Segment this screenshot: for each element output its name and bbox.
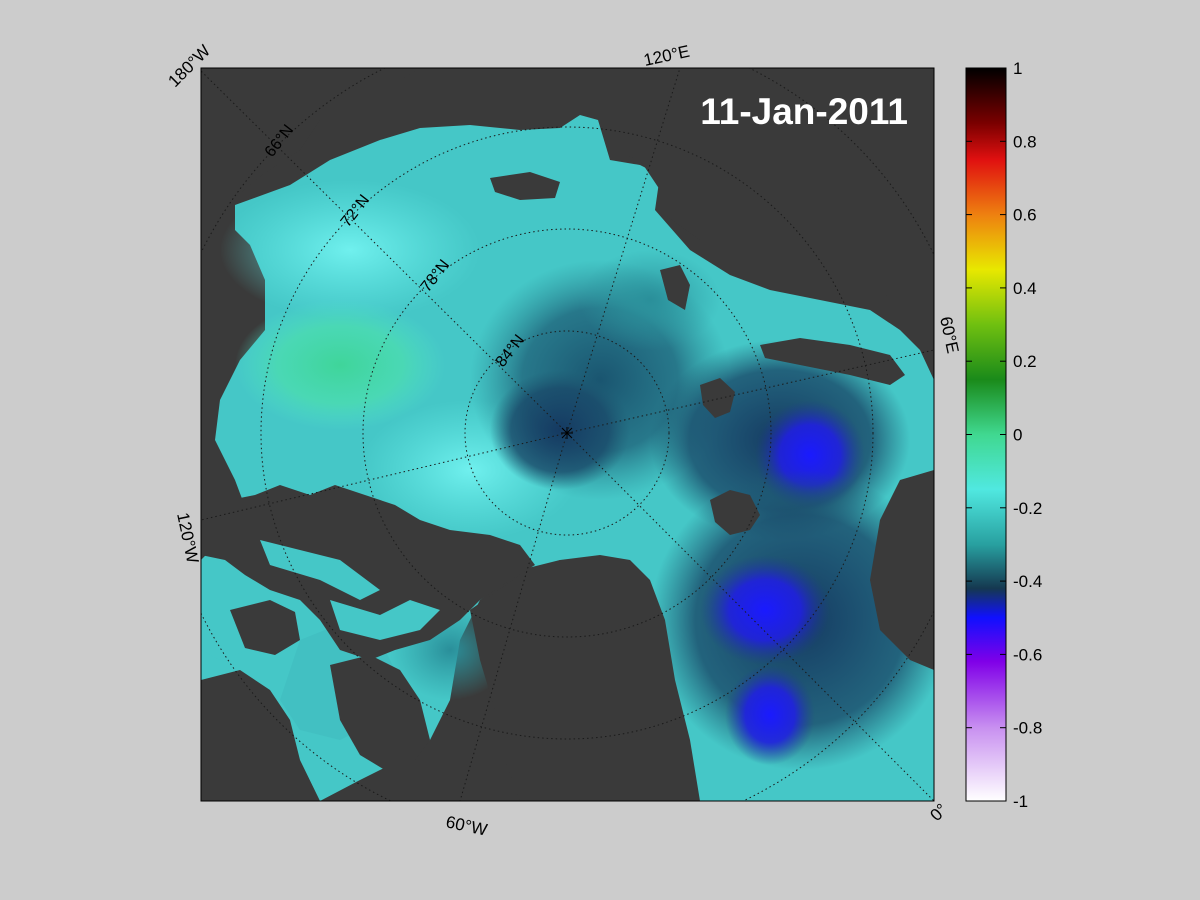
canada-mainland-land bbox=[201, 670, 320, 801]
colorbar-tick-label: -0.8 bbox=[1013, 719, 1042, 738]
pole-marker bbox=[561, 427, 573, 439]
map-panel: 66°N 72°N 78°N 84°N 11-Jan-2011 bbox=[201, 68, 934, 801]
graticule bbox=[201, 68, 934, 801]
lon-label-120w: 120°W bbox=[173, 511, 202, 565]
colorbar-tick-label: -0.6 bbox=[1013, 645, 1042, 664]
field-positive-anomaly bbox=[235, 300, 445, 430]
franz-josef-land bbox=[700, 378, 735, 418]
lon-label-60w: 60°W bbox=[444, 812, 489, 839]
field-strong-negative-1 bbox=[700, 555, 830, 665]
channel-1 bbox=[260, 540, 380, 600]
meridian-60w bbox=[459, 432, 568, 801]
channel-2 bbox=[330, 600, 440, 640]
lon-label-120e: 120°E bbox=[642, 42, 691, 70]
lon-label-60e: 60°E bbox=[936, 315, 962, 355]
colorbar-tick-label: -0.2 bbox=[1013, 499, 1042, 518]
canadian-archipelago-land bbox=[201, 485, 535, 660]
colorbar-tick-label: 1 bbox=[1013, 59, 1022, 78]
colorbar: 1 0.8 0.6 0.4 0.2 0 -0.2 -0.4 -0.6 -0.8 -1 bbox=[965, 59, 1042, 811]
field-light-1 bbox=[220, 180, 480, 320]
date-label: 11-Jan-2011 bbox=[700, 91, 908, 132]
colorbar-gradient bbox=[965, 67, 1007, 802]
colorbar-tick-label: -1 bbox=[1013, 792, 1028, 811]
svalbard-land bbox=[710, 490, 760, 535]
field-strong-negative-2 bbox=[725, 665, 815, 765]
greenland-land bbox=[470, 555, 700, 801]
meridian-120e bbox=[566, 68, 681, 434]
field-teal-laptev bbox=[580, 250, 720, 350]
colorbar-tick-label: 0.8 bbox=[1013, 132, 1037, 151]
colorbar-tick-label: 0 bbox=[1013, 426, 1022, 445]
siberia-land bbox=[600, 68, 934, 300]
alaska-land bbox=[201, 68, 420, 200]
baffin-island-land bbox=[330, 655, 430, 770]
victoria-island-land bbox=[230, 600, 300, 655]
map-frame bbox=[200, 67, 935, 802]
scandinavia-land bbox=[870, 470, 934, 670]
novaya-zemlya-land bbox=[760, 338, 905, 385]
meridian-0 bbox=[566, 432, 934, 801]
new-siberian-islands bbox=[490, 172, 560, 200]
colorbar-tick-label: 0.6 bbox=[1013, 206, 1037, 225]
meridian-180 bbox=[201, 70, 568, 434]
severnaya-zemlya-land bbox=[660, 265, 690, 310]
colorbar-ticks: 1 0.8 0.6 0.4 0.2 0 -0.2 -0.4 -0.6 -0.8 -1 bbox=[966, 59, 1042, 811]
colorbar-tick-label: -0.4 bbox=[1013, 572, 1042, 591]
colorbar-tick-label: 0.2 bbox=[1013, 352, 1037, 371]
lat-circle-72 bbox=[260, 126, 874, 740]
lat-circle-78 bbox=[362, 228, 772, 638]
field-pole-navy bbox=[490, 370, 630, 490]
lon-label-0: 0° bbox=[926, 800, 951, 825]
colorbar-tick-label: 0.4 bbox=[1013, 279, 1037, 298]
lat-circle-84 bbox=[464, 330, 670, 536]
